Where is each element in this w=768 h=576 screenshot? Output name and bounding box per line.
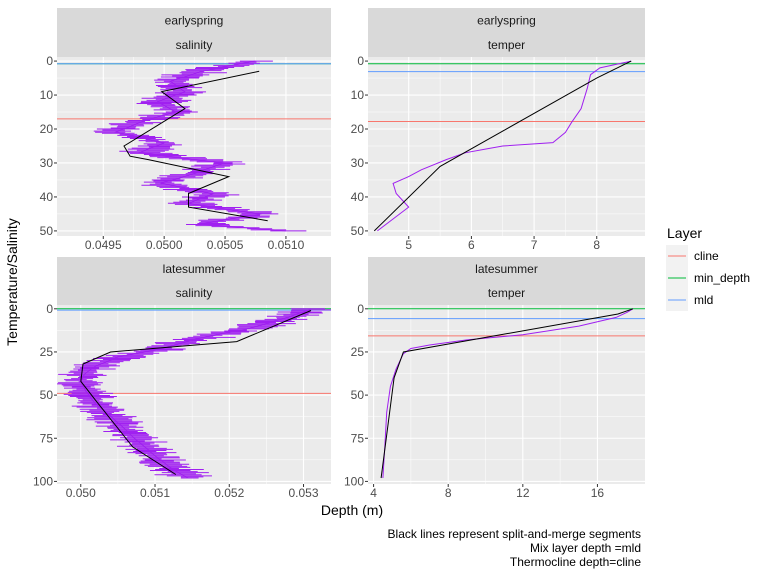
panel-1: earlyspring temper 5 6 7 8 0 10 20 30 40 50: [351, 8, 645, 252]
plot-background: [57, 305, 331, 484]
x-tick-label: 0.051: [140, 486, 170, 500]
x-tick-label: 0.0505: [207, 238, 244, 252]
y-tick-label: 10: [40, 88, 54, 102]
strip-variable-label: temper: [488, 286, 525, 300]
legend-label-cline: cline: [694, 249, 719, 263]
y-tick-label: 20: [351, 122, 365, 136]
legend-title: Layer: [667, 225, 702, 241]
strip-top-bg: [57, 8, 331, 33]
y-tick-label: 0: [46, 302, 53, 316]
caption-line-3: Thermocline depth=cline: [510, 555, 641, 569]
strip-season-label: earlyspring: [165, 14, 224, 28]
y-tick-label: 75: [40, 431, 54, 445]
x-tick-label: 0.052: [214, 486, 244, 500]
y-tick-label: 30: [40, 156, 54, 170]
panel-3: latesummer temper 4 8 12 16 0 25 50 75 100: [344, 257, 645, 500]
y-tick-label: 50: [40, 388, 54, 402]
strip-top-bg: [57, 257, 331, 281]
x-tick-label: 8: [593, 238, 600, 252]
x-tick-label: 16: [591, 486, 605, 500]
strip-season-label: latesummer: [163, 262, 226, 276]
y-tick-label: 100: [344, 474, 364, 488]
strip-top-bg: [368, 257, 645, 281]
x-tick-label: 6: [468, 238, 475, 252]
y-tick-label: 20: [40, 122, 54, 136]
segment-line: [80, 310, 312, 475]
x-tick-label: 0.0500: [146, 238, 183, 252]
x-tick-label: 8: [445, 486, 452, 500]
segment-line: [373, 60, 632, 232]
panel-2: latesummer salinity 0.050 0.051 0.052 0.053 0 2…: [33, 257, 331, 500]
plot-background: [368, 57, 645, 236]
plot-area: [368, 60, 645, 232]
x-tick-label: 0.050: [66, 486, 96, 500]
strip-bottom-bg: [368, 281, 645, 305]
y-tick-label: 0: [46, 54, 53, 68]
x-tick-label: 7: [531, 238, 538, 252]
x-tick-label: 4: [370, 486, 377, 500]
y-tick-label: 40: [351, 190, 365, 204]
plot-area: [368, 308, 645, 479]
segment-line: [123, 70, 268, 222]
x-tick-label: 0.0495: [85, 238, 122, 252]
segment-line: [380, 308, 634, 479]
y-tick-label: 0: [357, 54, 364, 68]
x-tick-label: 12: [516, 486, 530, 500]
panel-0: earlyspring salinity 0.0495 0.0500 0.0505 0.0…: [40, 8, 331, 252]
y-tick-label: 100: [33, 474, 53, 488]
strip-bottom-bg: [57, 281, 331, 305]
strip-season-label: latesummer: [475, 262, 538, 276]
profile-line: [113, 60, 286, 232]
y-tick-label: 25: [351, 345, 365, 359]
legend: Layer cline min_depth mld: [666, 225, 750, 311]
y-tick-label: 25: [40, 345, 54, 359]
caption-line-1: Black lines represent split-and-merge se…: [388, 527, 641, 541]
x-tick-label: 5: [405, 238, 412, 252]
y-tick-label: 50: [351, 224, 365, 238]
legend-label-mld: mld: [694, 293, 713, 307]
strip-bottom-bg: [57, 33, 331, 57]
strip-variable-label: salinity: [176, 286, 213, 300]
strip-bottom-bg: [368, 33, 645, 57]
legend-key-mld: mld: [666, 289, 713, 311]
strip-season-label: earlyspring: [477, 14, 536, 28]
legend-key-min-depth: min_depth: [666, 267, 750, 289]
caption: Black lines represent split-and-merge se…: [388, 527, 642, 569]
strip-variable-label: temper: [488, 38, 525, 52]
x-tick-label: 0.053: [289, 486, 319, 500]
profile-line: [377, 60, 632, 232]
caption-line-2: Mix layer depth =mld: [530, 541, 641, 555]
y-tick-label: 50: [351, 388, 365, 402]
y-axis-title: Temperature/Salinity: [4, 218, 20, 346]
y-tick-label: 30: [351, 156, 365, 170]
strip-variable-label: salinity: [176, 38, 213, 52]
legend-label-min-depth: min_depth: [694, 271, 750, 285]
y-tick-label: 75: [351, 431, 365, 445]
plot-background: [368, 305, 645, 484]
y-tick-label: 40: [40, 190, 54, 204]
y-tick-label: 50: [40, 224, 54, 238]
x-axis-title: Depth (m): [321, 502, 383, 518]
plot-background: [57, 57, 331, 236]
y-tick-label: 10: [351, 88, 365, 102]
plot-area: [57, 60, 331, 232]
legend-key-cline: cline: [666, 245, 719, 267]
plot-area: [57, 308, 331, 479]
x-tick-label: 0.0510: [268, 238, 305, 252]
profile-line: [382, 308, 634, 479]
y-tick-label: 0: [357, 302, 364, 316]
strip-top-bg: [368, 8, 645, 33]
